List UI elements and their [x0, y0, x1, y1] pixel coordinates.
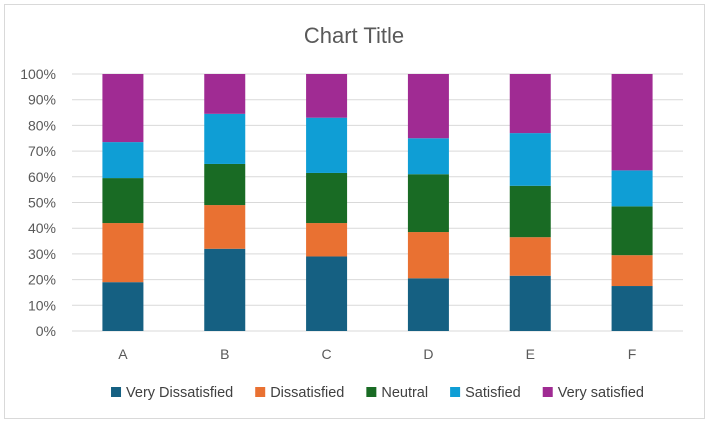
y-tick-label: 100%	[20, 66, 56, 82]
y-tick-label: 50%	[28, 195, 56, 211]
bar-segment	[204, 163, 246, 206]
bar-segment	[509, 74, 551, 134]
y-tick-label: 40%	[28, 220, 56, 236]
bar-segment	[306, 256, 348, 331]
bar-segment	[102, 282, 144, 331]
y-tick-label: 70%	[28, 143, 56, 159]
legend-swatch	[255, 387, 266, 397]
legend-swatch	[450, 387, 461, 397]
y-tick-label: 60%	[28, 169, 56, 185]
chart-title: Chart Title	[304, 23, 404, 48]
legend-swatch	[366, 387, 377, 397]
x-tick-label: D	[423, 346, 433, 362]
y-tick-label: 0%	[36, 323, 56, 339]
bar-segment	[509, 185, 551, 238]
bar-segment	[102, 142, 144, 179]
x-tick-label: F	[628, 346, 637, 362]
bar-segment	[204, 248, 246, 331]
bar-segment	[204, 74, 246, 114]
bar-segment	[407, 278, 449, 331]
bar-segment	[102, 223, 144, 283]
bar-segment	[611, 170, 653, 207]
bar-segment	[204, 205, 246, 249]
x-tick-label: B	[220, 346, 229, 362]
y-tick-label: 30%	[28, 246, 56, 262]
bar-segment	[611, 74, 653, 171]
bar-segment	[509, 237, 551, 276]
legend-swatch	[111, 387, 122, 397]
x-tick-label: C	[322, 346, 332, 362]
bar-segment	[611, 286, 653, 331]
bar-segment	[509, 275, 551, 331]
bars	[102, 74, 653, 331]
bar-segment	[204, 113, 246, 164]
legend-label: Satisfied	[465, 385, 521, 401]
y-tick-label: 10%	[28, 297, 56, 313]
legend-swatch	[542, 387, 553, 397]
bar-segment	[102, 74, 144, 143]
legend: Very Dissatisfied Dissatisfied Neutral Sati…	[111, 385, 644, 401]
legend-label: Neutral	[381, 385, 428, 401]
bar-segment	[407, 138, 449, 175]
bar-segment	[407, 232, 449, 279]
bar-segment	[306, 74, 348, 118]
bar-segment	[306, 117, 348, 173]
bar-segment	[306, 172, 348, 224]
y-tick-label: 80%	[28, 117, 56, 133]
bar-segment	[102, 178, 144, 224]
bar-segment	[611, 255, 653, 287]
y-tick-label: 20%	[28, 272, 56, 288]
x-axis-ticks: A B C D E F	[118, 346, 636, 362]
bar-segment	[407, 174, 449, 233]
x-tick-label: A	[118, 346, 128, 362]
y-axis-ticks: 0% 10% 20% 30% 40% 50% 60% 70% 80% 90% 100%	[20, 66, 56, 339]
legend-label: Very Dissatisfied	[126, 385, 233, 401]
legend-label: Dissatisfied	[270, 385, 344, 401]
x-tick-label: E	[526, 346, 535, 362]
bar-segment	[407, 74, 449, 139]
gridlines	[72, 73, 683, 332]
y-tick-label: 90%	[28, 92, 56, 108]
bar-segment	[611, 206, 653, 256]
bar-segment	[509, 133, 551, 186]
bar-segment	[306, 223, 348, 257]
legend-label: Very satisfied	[558, 385, 644, 401]
